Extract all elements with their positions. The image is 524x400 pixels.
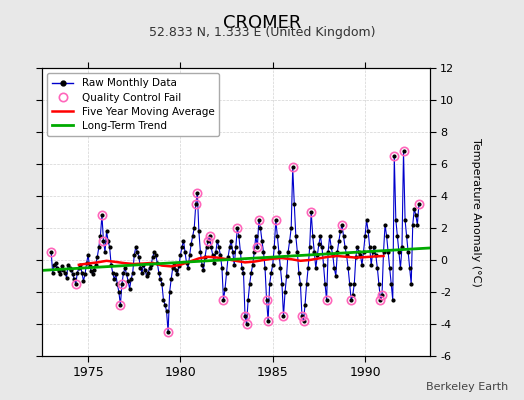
Text: CROMER: CROMER	[223, 14, 301, 32]
Y-axis label: Temperature Anomaly (°C): Temperature Anomaly (°C)	[471, 138, 481, 286]
Text: 52.833 N, 1.333 E (United Kingdom): 52.833 N, 1.333 E (United Kingdom)	[149, 26, 375, 39]
Text: Berkeley Earth: Berkeley Earth	[426, 382, 508, 392]
Legend: Raw Monthly Data, Quality Control Fail, Five Year Moving Average, Long-Term Tren: Raw Monthly Data, Quality Control Fail, …	[47, 73, 220, 136]
